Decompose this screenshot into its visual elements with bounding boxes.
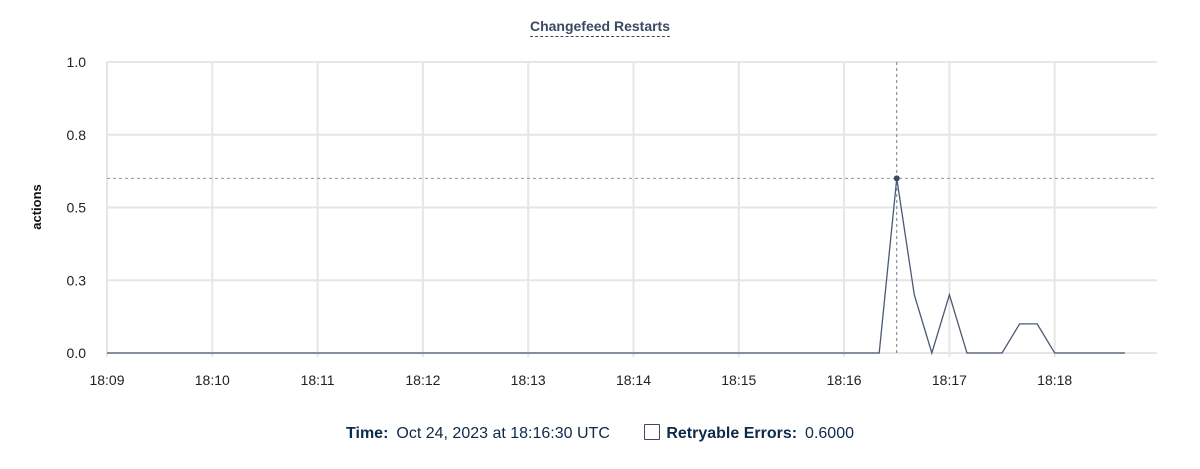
series-value: 0.6000 (805, 425, 854, 442)
y-tick-label: 0.5 (67, 200, 87, 216)
x-tick-label: 18:17 (932, 372, 967, 388)
y-tick-label: 0.8 (67, 127, 87, 143)
time-value: Oct 24, 2023 at 18:16:30 UTC (396, 425, 610, 442)
chart-title-text: Changefeed Restarts (529, 18, 671, 37)
series-label: Retryable Errors: (666, 425, 798, 442)
series-checkbox[interactable] (644, 424, 661, 440)
x-tick-label: 18:12 (405, 372, 440, 388)
y-tick-label: 1.0 (67, 54, 87, 70)
y-axis-label: actions (29, 184, 44, 230)
x-tick-label: 18:09 (89, 372, 124, 388)
chart-title[interactable]: Changefeed Restarts (0, 18, 1200, 37)
y-tick-label: 0.3 (67, 272, 87, 288)
x-tick-label: 18:11 (301, 372, 335, 388)
series-line (107, 178, 1125, 356)
hover-point (893, 175, 900, 182)
tooltip-legend: Time: Oct 24, 2023 at 18:16:30 UTC Retrya… (0, 424, 1200, 443)
x-tick-label: 18:16 (827, 372, 862, 388)
y-tick-label: 0.0 (67, 345, 87, 361)
x-tick-label: 18:10 (195, 372, 230, 388)
x-tick-label: 18:18 (1037, 372, 1072, 388)
x-tick-label: 18:14 (616, 372, 651, 388)
x-tick-label: 18:15 (721, 372, 756, 388)
time-label: Time: (346, 425, 389, 442)
x-tick-label: 18:13 (511, 372, 546, 388)
